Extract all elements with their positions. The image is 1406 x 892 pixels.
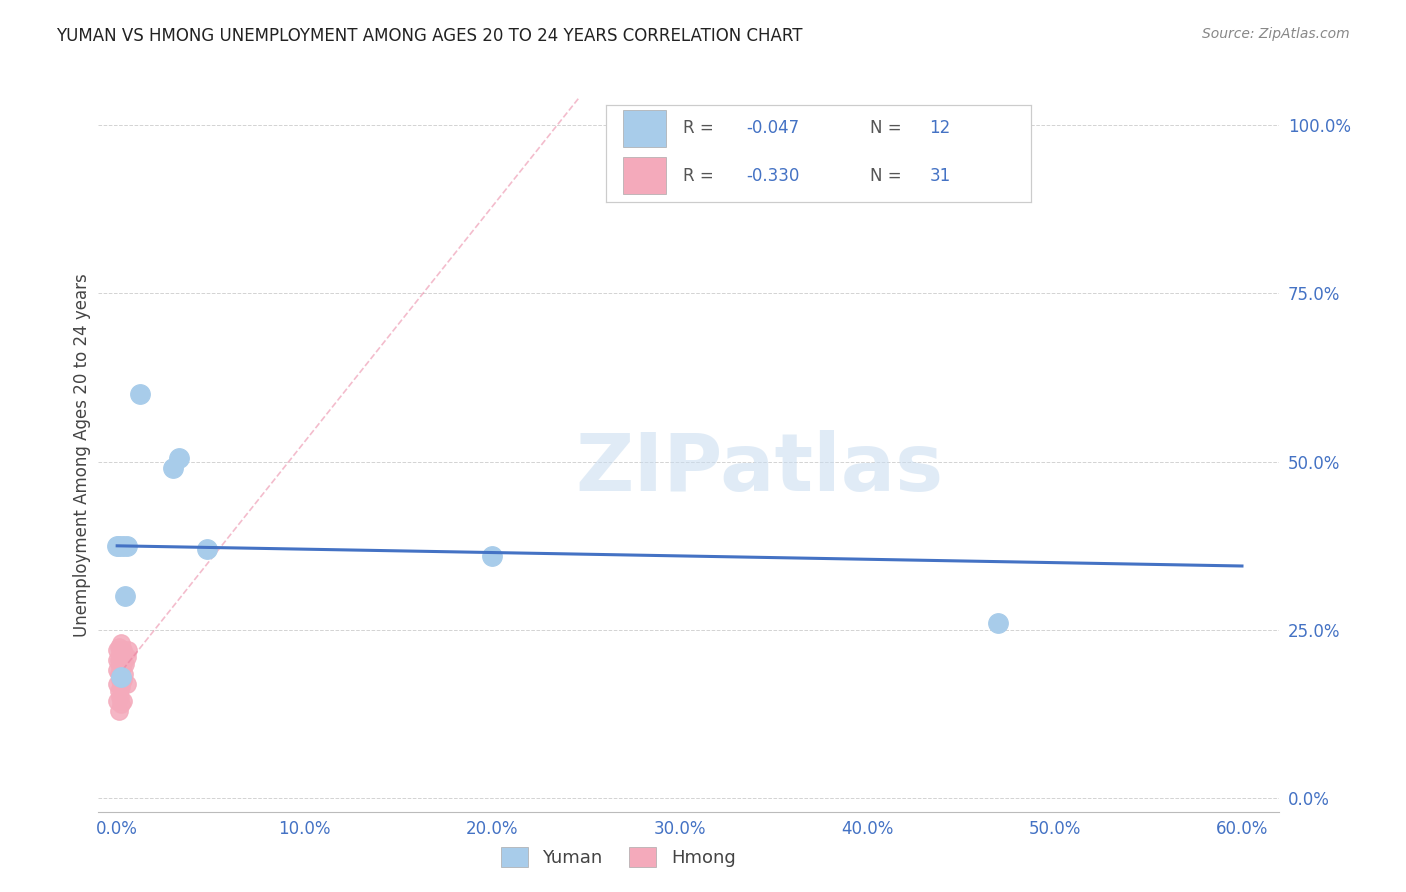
- Point: [114, 589, 136, 603]
- Point: [108, 640, 131, 654]
- Point: [110, 636, 132, 650]
- Point: [111, 657, 134, 671]
- Point: [111, 643, 134, 657]
- Point: [111, 693, 134, 707]
- Point: [111, 539, 134, 553]
- Point: [115, 539, 138, 553]
- Point: [108, 673, 131, 688]
- Text: R =: R =: [683, 167, 718, 185]
- Point: [110, 680, 132, 694]
- Text: ZIPatlas: ZIPatlas: [575, 430, 943, 508]
- Point: [112, 666, 135, 681]
- Point: [108, 690, 131, 705]
- Point: [112, 647, 135, 661]
- Point: [110, 649, 132, 664]
- Point: [110, 697, 132, 711]
- Point: [105, 539, 128, 553]
- Point: [108, 683, 131, 698]
- Point: [481, 549, 503, 563]
- Point: [110, 664, 132, 678]
- Point: [111, 673, 134, 688]
- Point: [111, 673, 134, 688]
- Text: N =: N =: [870, 120, 907, 137]
- Text: 12: 12: [929, 120, 950, 137]
- Text: -0.047: -0.047: [747, 120, 800, 137]
- Text: -0.330: -0.330: [747, 167, 800, 185]
- Point: [987, 616, 1010, 631]
- Point: [105, 677, 128, 691]
- Point: [108, 660, 131, 674]
- Point: [108, 539, 131, 553]
- Point: [115, 649, 138, 664]
- Point: [111, 653, 134, 667]
- Text: N =: N =: [870, 167, 907, 185]
- Point: [108, 704, 131, 718]
- FancyBboxPatch shape: [623, 157, 666, 194]
- Point: [110, 670, 132, 684]
- Text: 31: 31: [929, 167, 950, 185]
- Point: [105, 664, 128, 678]
- Legend: Yuman, Hmong: Yuman, Hmong: [494, 839, 742, 874]
- Text: YUMAN VS HMONG UNEMPLOYMENT AMONG AGES 20 TO 24 YEARS CORRELATION CHART: YUMAN VS HMONG UNEMPLOYMENT AMONG AGES 2…: [56, 27, 803, 45]
- Point: [162, 461, 184, 475]
- FancyBboxPatch shape: [623, 110, 666, 146]
- Point: [108, 666, 131, 681]
- Text: Source: ZipAtlas.com: Source: ZipAtlas.com: [1202, 27, 1350, 41]
- Point: [114, 657, 136, 671]
- Point: [128, 387, 150, 401]
- Point: [195, 542, 218, 557]
- Point: [117, 643, 139, 657]
- Y-axis label: Unemployment Among Ages 20 to 24 years: Unemployment Among Ages 20 to 24 years: [73, 273, 91, 637]
- Point: [108, 647, 131, 661]
- Text: R =: R =: [683, 120, 718, 137]
- Point: [115, 677, 138, 691]
- Point: [105, 693, 128, 707]
- Point: [167, 451, 190, 466]
- Point: [105, 643, 128, 657]
- Point: [105, 653, 128, 667]
- Point: [108, 653, 131, 667]
